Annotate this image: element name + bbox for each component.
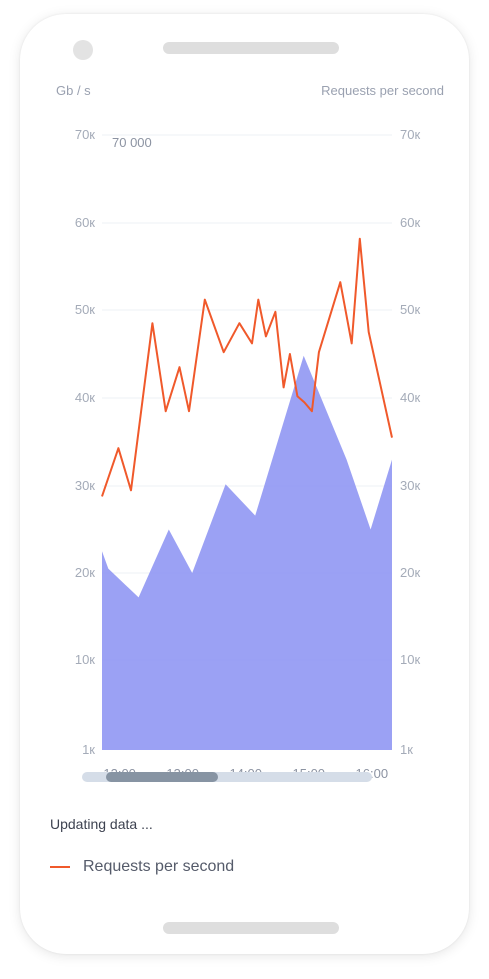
- y-tick-label-left: 1к: [82, 742, 95, 757]
- y-tick-label-right: 70к: [400, 127, 420, 142]
- left-axis-title: Gb / s: [56, 83, 91, 98]
- y-tick-label-left: 30к: [75, 478, 95, 493]
- legend-line-swatch: [50, 866, 70, 868]
- y-tick-label-right: 50к: [400, 302, 420, 317]
- y-tick-label-right: 40к: [400, 390, 420, 405]
- y-tick-label-right: 20к: [400, 565, 420, 580]
- y-tick-label-left: 10к: [75, 652, 95, 667]
- y-tick-label-right: 30к: [400, 478, 420, 493]
- legend[interactable]: Requests per second: [50, 858, 234, 876]
- camera: [73, 40, 93, 60]
- right-axis-title: Requests per second: [321, 83, 444, 98]
- y-tick-label-left: 60к: [75, 215, 95, 230]
- home-indicator[interactable]: [163, 922, 339, 934]
- status-text: Updating data ...: [50, 816, 153, 832]
- chart-scrollbar[interactable]: [82, 772, 372, 782]
- chart-scrollbar-thumb[interactable]: [106, 772, 218, 782]
- y-tick-label-left: 20к: [75, 565, 95, 580]
- speaker-grille: [163, 42, 339, 54]
- line-series-requests: [101, 237, 393, 497]
- y-tick-label-right: 60к: [400, 215, 420, 230]
- y-tick-label-right: 1к: [400, 742, 413, 757]
- y-tick-label-left: 40к: [75, 390, 95, 405]
- chart-annotation: 70 000: [112, 135, 152, 150]
- y-tick-label-left: 70к: [75, 127, 95, 142]
- y-tick-label-right: 10к: [400, 652, 420, 667]
- y-tick-label-left: 50к: [75, 302, 95, 317]
- area-series-gb: [102, 355, 392, 750]
- legend-label: Requests per second: [83, 858, 235, 875]
- phone-frame: [20, 14, 469, 954]
